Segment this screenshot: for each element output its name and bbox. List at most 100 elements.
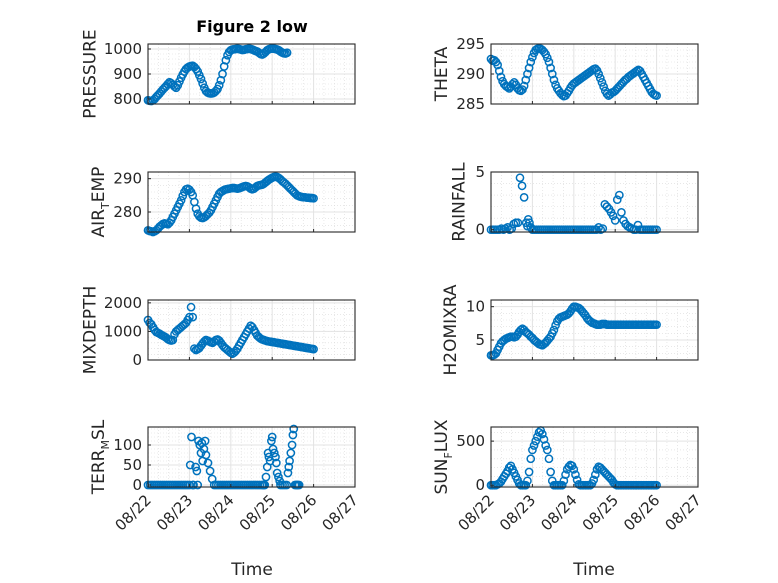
y-tick-label: 0: [132, 351, 142, 369]
data-point: [546, 467, 555, 477]
axes-frame: [147, 426, 356, 488]
y-axis-label: THETA: [432, 46, 452, 102]
data-point: [272, 468, 282, 478]
data-point: [198, 79, 207, 88]
y-axis-label: SUNFLUX: [432, 419, 455, 494]
data-point: [544, 57, 554, 67]
data-point: [289, 424, 299, 434]
y-tick-label: 290: [113, 170, 142, 188]
data-point: [282, 48, 292, 58]
data-point: [524, 63, 534, 73]
data-point: [185, 312, 194, 322]
y-tick-label: 0: [475, 476, 485, 494]
y-axis-label: PRESSURE: [81, 29, 101, 118]
data-point: [261, 472, 271, 482]
x-tick-label: 08/26: [620, 491, 663, 534]
data-point: [602, 202, 612, 211]
y-tick-label: 295: [456, 35, 485, 53]
data-point: [513, 218, 523, 228]
xlabel-right: Time: [572, 560, 615, 580]
data-point: [283, 468, 293, 478]
y-tick-label: 2000: [104, 294, 142, 312]
figure-title: Figure 2 low: [196, 17, 308, 36]
data-point: [185, 480, 194, 490]
y-tick-label: 50: [123, 456, 142, 474]
data-point: [612, 195, 622, 205]
x-tick-label: 08/27: [319, 491, 362, 534]
x-tick-label: 08/24: [537, 491, 580, 534]
data-point: [595, 73, 605, 83]
axes-frame: [490, 171, 699, 233]
data-point: [614, 190, 624, 200]
data-point: [594, 69, 603, 79]
data-point: [557, 90, 567, 100]
data-point: [652, 480, 661, 490]
data-point: [531, 436, 541, 446]
y-tick-label: 0: [132, 476, 142, 494]
data-point: [519, 81, 529, 91]
data-point: [525, 218, 534, 228]
data-point: [178, 191, 188, 201]
data-point: [557, 480, 567, 490]
subplot-rainfall: 0 5 RAINFALL: [449, 162, 699, 242]
data-point: [592, 225, 601, 235]
data-point: [597, 78, 607, 87]
data-point: [196, 74, 206, 84]
data-point: [610, 216, 620, 225]
data-point: [617, 208, 626, 217]
data-point: [203, 458, 213, 468]
data-point: [515, 173, 525, 183]
data-point: [516, 325, 526, 335]
data-point: [594, 223, 603, 232]
data-point: [589, 475, 599, 485]
data-point: [551, 320, 560, 330]
data-point: [652, 320, 661, 330]
data-point: [631, 225, 641, 235]
data-point: [189, 480, 198, 490]
data-point: [267, 432, 277, 442]
data-point: [269, 448, 279, 458]
data-point: [547, 69, 557, 79]
y-axis-label: H2OMIXRA: [441, 284, 461, 375]
data-point: [523, 476, 532, 486]
data-point: [288, 430, 298, 440]
subplot-h2omixra: 5 10 H2OMIXRA: [441, 284, 699, 376]
data-point: [193, 480, 203, 490]
x-tick-label: 08/27: [662, 491, 705, 534]
data-point: [571, 470, 580, 479]
data-point: [284, 462, 294, 472]
data-point: [201, 450, 211, 460]
data-point: [191, 462, 200, 472]
data-point: [168, 335, 178, 345]
data-point: [549, 75, 559, 85]
y-tick-label: 800: [113, 90, 142, 108]
data-point: [268, 444, 278, 454]
x-tick-label: 08/26: [277, 491, 320, 534]
data-point: [542, 53, 552, 63]
y-tick-label: 100: [113, 436, 142, 454]
data-point: [517, 181, 527, 191]
data-point: [526, 454, 536, 464]
y-tick-label: 0: [475, 221, 485, 239]
y-tick-label: 5: [475, 163, 485, 181]
x-tick-label: 08/23: [496, 491, 539, 534]
data-point: [521, 480, 531, 490]
data-point: [187, 432, 196, 442]
data-point: [652, 225, 661, 235]
data-point: [496, 72, 506, 82]
data-point: [528, 445, 537, 455]
data-point: [309, 193, 318, 203]
data-point: [186, 302, 196, 312]
data-point: [529, 441, 539, 450]
data-point: [267, 436, 276, 446]
y-axis-label: TERRMSL: [89, 419, 112, 495]
y-axis-label: MIXDEPTH: [81, 286, 101, 375]
data-point: [494, 66, 504, 76]
y-tick-label: 500: [456, 432, 485, 450]
y-tick-label: 290: [456, 65, 485, 83]
y-axis-label: AIRTEMP: [89, 167, 112, 238]
